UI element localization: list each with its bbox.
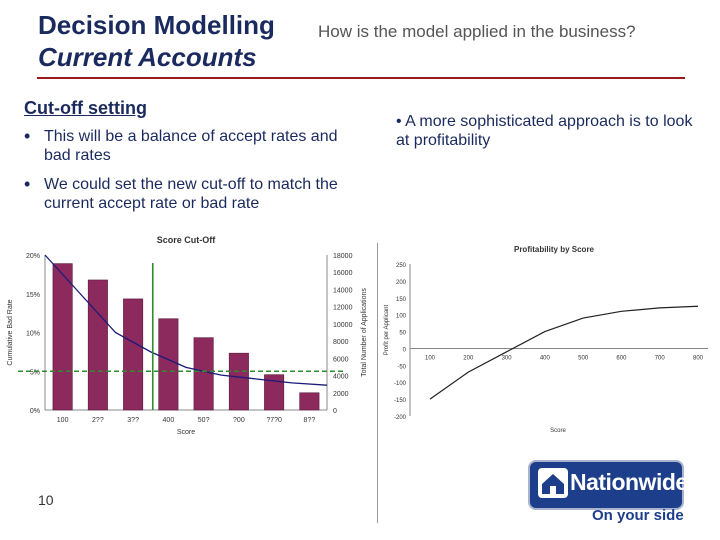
y-axis-label-right: Total Number of Applications	[361, 288, 368, 377]
bar	[52, 263, 73, 411]
x-tick-label: 300	[502, 355, 513, 361]
title-rule	[37, 77, 685, 79]
x-tick-label: 400	[540, 355, 551, 361]
page-title-line2: Current Accounts	[38, 42, 257, 72]
y-tick-label: 200	[396, 280, 407, 286]
y-tick-label-left: 0%	[30, 408, 40, 415]
y-tick-label-right: 8000	[333, 339, 349, 346]
bar	[264, 374, 285, 411]
x-tick-label: 100	[425, 355, 436, 361]
bar	[299, 392, 320, 411]
x-tick-label: 2??	[92, 417, 104, 424]
bullet-text: A more sophisticated approach is to look…	[396, 113, 693, 149]
x-tick-label: 600	[616, 355, 627, 361]
y-tick-label-right: 14000	[333, 287, 353, 294]
profitability-chart: Profitability by Score -200 -150 -100 -50 0 50…	[384, 245, 708, 434]
y-tick-label-right: 12000	[333, 305, 353, 312]
y-tick-label-left: 15%	[26, 292, 40, 299]
bullet-item: • This will be a balance of accept rates…	[24, 127, 364, 165]
bullet-item: • We could set the new cut-off to match …	[24, 175, 364, 213]
y-tick-label: 250	[396, 263, 407, 269]
x-axis-label: Score	[550, 428, 566, 434]
x-tick-label: ?00	[233, 417, 245, 424]
y-tick-label-right: 6000	[333, 356, 349, 363]
x-tick-label: 800	[693, 355, 704, 361]
x-tick-label: ?7?0	[266, 417, 282, 424]
profit-curve	[429, 305, 699, 400]
bar	[228, 352, 249, 411]
y-axis-label: Profit per Applicant	[384, 304, 390, 355]
y-tick-label: 0	[403, 347, 407, 353]
x-tick-label: 200	[463, 355, 474, 361]
chart-title: Profitability by Score	[514, 245, 595, 254]
x-tick-label: 400	[163, 417, 175, 424]
x-tick-label: 50?	[198, 417, 210, 424]
y-tick-label: 150	[396, 297, 407, 303]
bad-rate-curve	[44, 254, 328, 386]
y-tick-label-right: 0	[333, 408, 337, 415]
y-tick-label-left: 20%	[26, 253, 40, 260]
bullet-dot-icon: •	[24, 174, 31, 194]
y-tick-label: 100	[396, 314, 407, 320]
bar	[123, 298, 144, 411]
x-axis-label: Score	[177, 429, 195, 436]
section-heading: Cut-off setting	[24, 98, 147, 118]
y-tick-label-left: 10%	[26, 331, 40, 338]
y-tick-label-right: 18000	[333, 253, 353, 260]
bullet-dot-icon: •	[24, 126, 31, 146]
y-tick-label: -150	[394, 398, 407, 404]
y-tick-label-right: 2000	[333, 391, 349, 398]
y-tick-label: -100	[394, 381, 407, 387]
bullet-text: This will be a balance of accept rates a…	[44, 128, 338, 164]
x-tick-label: 500	[578, 355, 589, 361]
y-tick-label-right: 10000	[333, 322, 353, 329]
chart-divider	[377, 243, 378, 523]
y-tick-label-left: 5%	[30, 369, 40, 376]
page-subtitle: How is the model applied in the business…	[318, 22, 636, 41]
page-number: 10	[38, 492, 54, 508]
y-tick-label-right: 16000	[333, 270, 353, 277]
bar	[158, 318, 179, 411]
x-tick-label: 100	[57, 417, 69, 424]
y-axis-label-left: Cumulative Bad Rate	[7, 299, 14, 365]
y-tick-label: -200	[394, 415, 407, 421]
y-tick-label: -50	[397, 364, 406, 370]
bar	[87, 279, 108, 411]
x-tick-label: 3??	[127, 417, 139, 424]
bar	[193, 337, 214, 411]
score-cutoff-chart: Score Cut-Off 0% 5% 10% 15% 20% 0 2000 4000 6000 8…	[7, 235, 368, 436]
logo-tagline: On your side	[592, 507, 684, 524]
bullet-dot-icon: •	[396, 113, 406, 130]
house-emblem-icon	[538, 468, 568, 498]
bullet-text: We could set the new cut-off to match th…	[44, 176, 338, 212]
y-tick-label: 50	[399, 331, 406, 337]
x-tick-label: 700	[655, 355, 666, 361]
y-tick-label-right: 4000	[333, 374, 349, 381]
bullet-item-right: • A more sophisticated approach is to lo…	[396, 112, 696, 150]
page-title-line1: Decision Modelling	[38, 10, 275, 40]
chart-title: Score Cut-Off	[157, 235, 217, 245]
logo-wordmark: Nationwide	[570, 469, 688, 495]
x-tick-label: 8??	[304, 417, 316, 424]
